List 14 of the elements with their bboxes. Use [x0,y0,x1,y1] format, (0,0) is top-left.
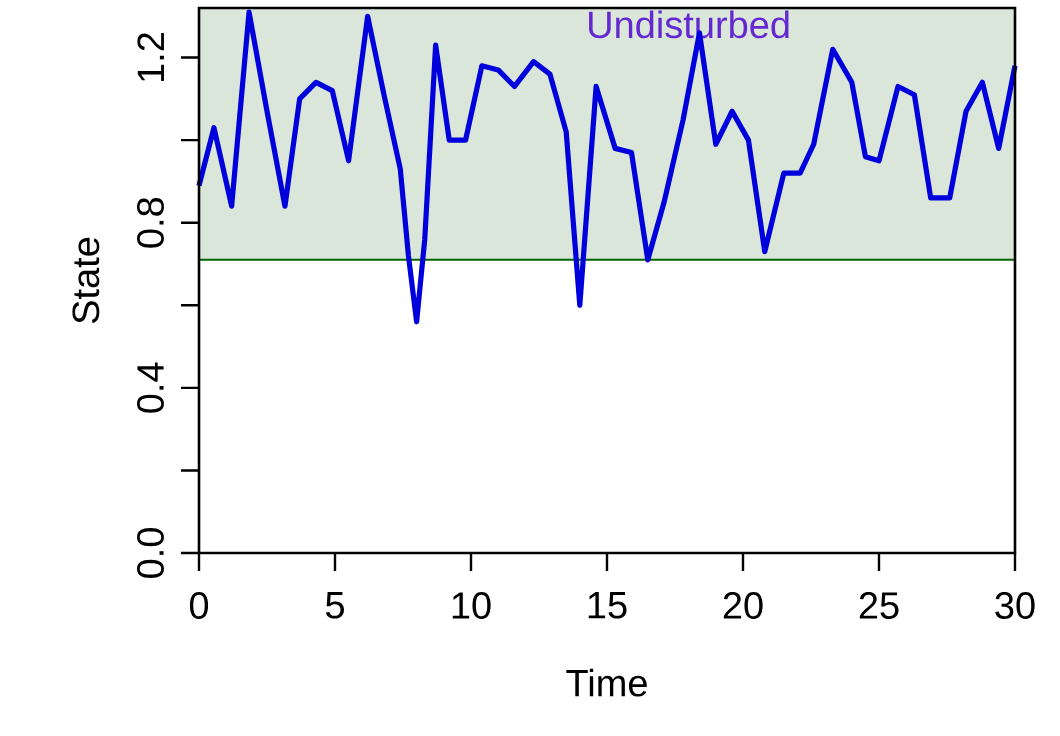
x-tick-label: 10 [452,592,491,619]
x-tick-label: 5 [325,592,344,619]
x-tick-label: 0 [189,592,209,619]
x-tick-label: 30 [995,592,1035,619]
x-tick-label: 15 [588,592,627,619]
y-axis-title: State [72,237,100,324]
y-tick-label: 0.0 [137,528,164,578]
x-axis-title: Time [566,668,647,697]
y-tick-label: 0.4 [137,362,164,413]
x-tick-label: 20 [723,592,763,619]
band-label: Undisturbed [589,10,789,39]
x-tick-label: 25 [859,592,899,619]
y-tick-label: 0.8 [137,197,164,248]
y-tick-label: 1.2 [137,33,164,82]
